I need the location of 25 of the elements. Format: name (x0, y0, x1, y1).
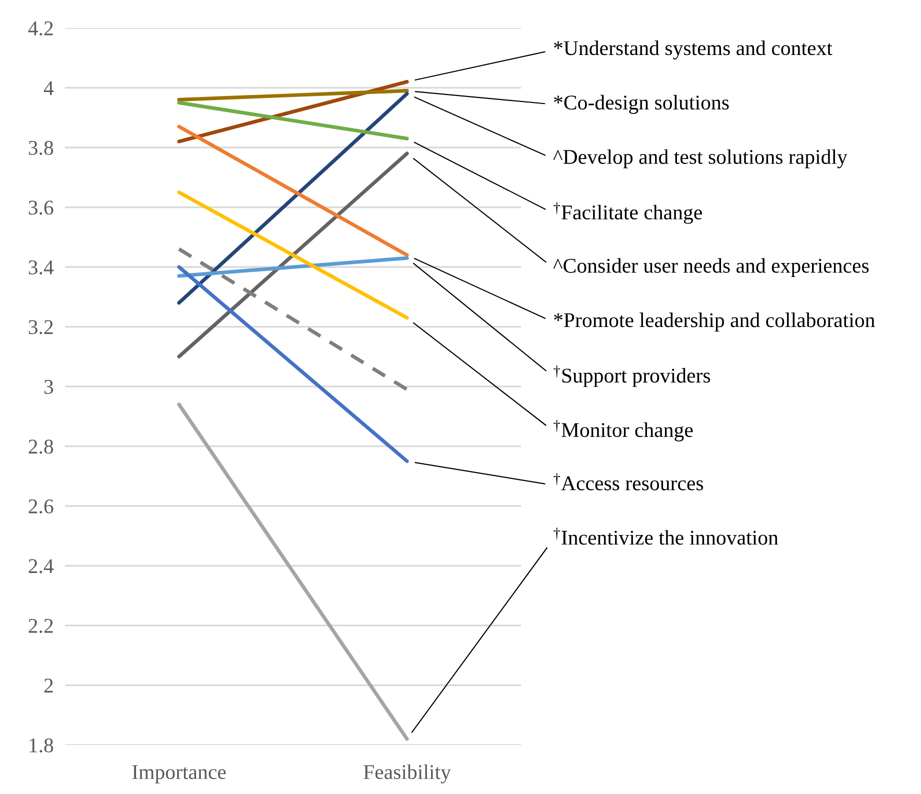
text: $^{†}$Monitor change (554, 420, 693, 442)
text: $^{†}$Support providers (554, 366, 710, 387)
text: $^{†}$Incentivize the innovation (554, 528, 778, 545)
text: *Co-design solutions (554, 94, 729, 114)
x-tick-label: Importance (132, 765, 226, 784)
text: ^Develop and test solutions rapidly (553, 149, 848, 168)
y-tick-label: 3.6 (28, 200, 54, 215)
y-tick-label: 4 (44, 81, 54, 95)
y-tick-label: 3.2 (28, 320, 53, 334)
y-tick-label: 3 (44, 380, 54, 394)
text: $^{†}$Facilitate change (554, 202, 702, 224)
y-tick-label: 1.8 (30, 738, 54, 753)
x-tick-label: Feasibility (364, 764, 451, 784)
text: *Understand systems and context (554, 40, 832, 60)
y-tick-label: 4.2 (28, 21, 53, 36)
y-tick-label: 2.2 (28, 618, 53, 634)
text: ^Consider user needs and experiences (553, 258, 869, 278)
y-tick-label: 2.6 (28, 499, 54, 514)
y-tick-label: 3.4 (28, 260, 54, 275)
text: $^{†}$Access resources (554, 473, 704, 490)
y-tick-label: 2.8 (28, 440, 54, 454)
y-tick-label: 2.4 (28, 559, 54, 574)
y-tick-label: 3.8 (28, 140, 54, 156)
text: *Promote leadership and collaboration (554, 312, 875, 332)
y-tick-label: 2 (44, 678, 53, 692)
